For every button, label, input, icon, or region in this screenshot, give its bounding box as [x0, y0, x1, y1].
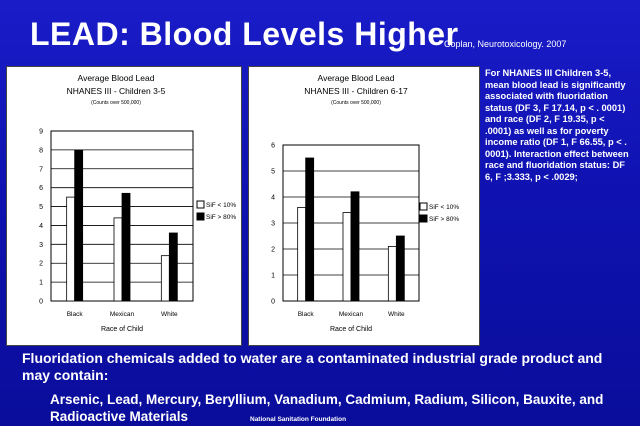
y-tick-label: 1 [39, 280, 43, 287]
y-tick-label: 4 [271, 195, 275, 202]
y-tick-label: 1 [271, 273, 275, 280]
slide-title: LEAD: Blood Levels Higher [30, 16, 459, 52]
y-tick-label: 9 [39, 129, 43, 136]
x-category-label: Mexican [110, 311, 135, 318]
bar-sif-high [74, 149, 84, 302]
chart-subtitle: NHANES III - Children 3-5 [67, 86, 166, 96]
x-category-label: Black [298, 311, 315, 318]
bar-sif-low [113, 217, 123, 302]
legend-label: SiF < 10% [206, 202, 236, 209]
y-tick-label: 5 [271, 169, 275, 176]
y-tick-label: 4 [39, 223, 43, 230]
chart-legend: SiF < 10% SiF > 80% [196, 200, 236, 221]
y-tick-label: 6 [271, 143, 275, 150]
legend-label: SiF < 10% [429, 204, 459, 211]
bar-sif-high [168, 232, 178, 302]
x-category-label: White [388, 311, 405, 318]
chart-legend: SiF < 10% SiF > 80% [419, 202, 459, 223]
x-category-label: Mexican [339, 311, 364, 318]
chart-panel-children-6-17: Average Blood Lead NHANES III - Children … [248, 66, 480, 346]
source-footnote: National Sanitation Foundation [250, 416, 347, 423]
legend-label: SiF > 80% [206, 214, 236, 221]
y-tick-label: 2 [271, 247, 275, 254]
y-tick-label: 0 [271, 299, 275, 306]
x-category-label: White [161, 311, 178, 318]
x-axis-title: Race of Child [330, 326, 372, 333]
bar-sif-low [160, 255, 170, 302]
bar-sif-high [395, 235, 405, 302]
y-tick-label: 8 [39, 147, 43, 154]
bar-sif-low [342, 212, 352, 302]
legend-swatch [196, 212, 205, 221]
chart-children-6-17: Average Blood Lead NHANES III - Children … [271, 73, 459, 333]
bar-sif-high [121, 192, 131, 302]
bar-sif-low [387, 245, 397, 302]
legend-label: SiF > 80% [429, 216, 459, 223]
y-tick-label: 2 [39, 261, 43, 268]
contaminants-list: Arsenic, Lead, Mercury, Beryllium, Vanad… [50, 392, 604, 424]
contaminants-statement: Fluoridation chemicals added to water ar… [22, 350, 603, 383]
legend-swatch [419, 214, 428, 223]
citation: Coplan, Neurotoxicology. 2007 [444, 39, 567, 49]
y-tick-label: 3 [39, 242, 43, 249]
chart-children-3-5: Average Blood Lead NHANES III - Children … [39, 73, 236, 333]
y-tick-label: 5 [39, 204, 43, 211]
y-tick-label: 3 [271, 221, 275, 228]
chart-panel-children-3-5: Average Blood Lead NHANES III - Children … [6, 66, 242, 346]
statistics-note: For NHANES III Children 3-5, mean blood … [485, 68, 629, 182]
legend-swatch [419, 202, 428, 211]
y-tick-label: 7 [39, 166, 43, 173]
chart-title: Average Blood Lead [318, 73, 395, 83]
chart-note: (Counts over 500,000) [91, 100, 141, 106]
bar-sif-high [350, 191, 360, 302]
bar-sif-low [297, 206, 307, 302]
y-tick-label: 0 [39, 299, 43, 306]
x-axis-title: Race of Child [101, 326, 143, 333]
chart-subtitle: NHANES III - Children 6-17 [304, 86, 408, 96]
x-category-label: Black [67, 311, 84, 318]
legend-swatch [196, 200, 205, 209]
bar-sif-low [66, 196, 76, 302]
chart-title: Average Blood Lead [78, 73, 155, 83]
y-tick-label: 6 [39, 185, 43, 192]
chart-note: (Counts over 500,000) [331, 100, 381, 106]
bar-sif-high [305, 157, 315, 302]
